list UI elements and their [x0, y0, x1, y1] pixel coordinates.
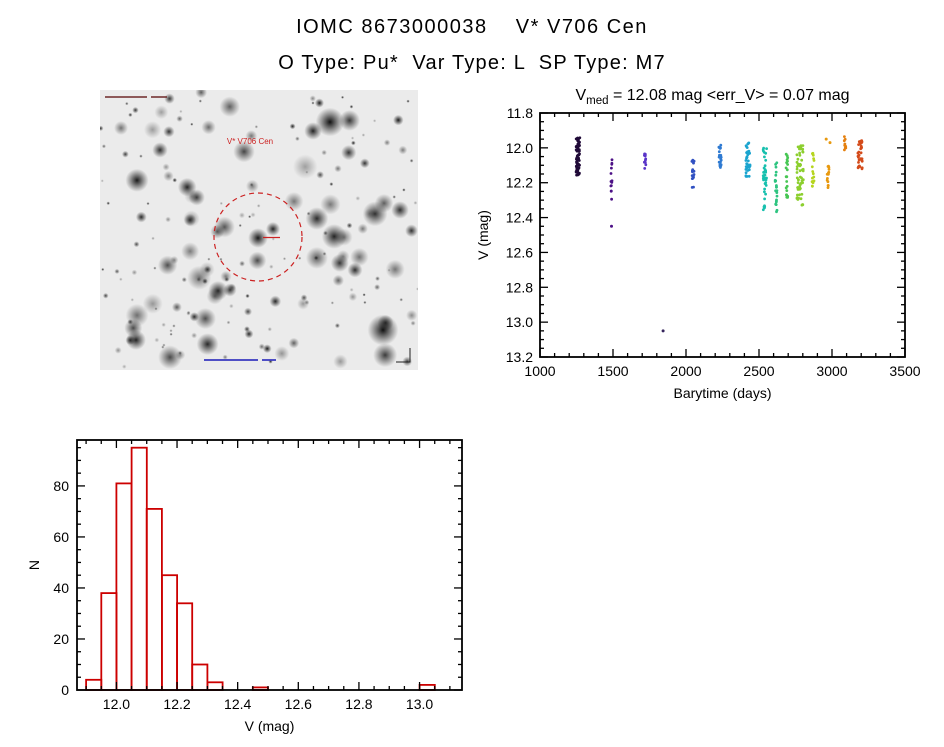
svg-text:11.8: 11.8: [507, 105, 533, 121]
svg-text:12.6: 12.6: [285, 696, 312, 712]
svg-text:2500: 2500: [743, 363, 774, 379]
histogram-bar: [130, 446, 148, 691]
svg-text:40: 40: [53, 580, 69, 596]
finder-chart-image: [100, 90, 418, 370]
histogram-bar: [145, 508, 163, 691]
svg-text:12.8: 12.8: [506, 279, 533, 295]
lightcurve-xlabel: Barytime (days): [673, 385, 771, 401]
page-title: IOMC 8673000038 V* V706 Cen: [296, 16, 648, 38]
svg-text:12.8: 12.8: [345, 696, 372, 712]
histogram-bar: [100, 592, 118, 691]
svg-text:12.2: 12.2: [163, 696, 190, 712]
histogram-bar: [160, 574, 178, 691]
histogram-plot: 12.0 12.2 12.4 12.6 12.8 13.0 0 20 40 60 80 V (mag)…: [26, 439, 463, 734]
svg-text:2000: 2000: [670, 363, 701, 379]
svg-text:3500: 3500: [889, 363, 920, 379]
svg-text:12.4: 12.4: [224, 696, 251, 712]
histogram-ticks: [77, 440, 462, 691]
svg-text:13.0: 13.0: [406, 696, 433, 712]
svg-text:12.6: 12.6: [506, 244, 533, 260]
svg-text:20: 20: [53, 631, 69, 647]
svg-text:13.0: 13.0: [506, 314, 533, 330]
page-subtitle: O Type: Pu* Var Type: L SP Type: M7: [278, 52, 666, 74]
histogram-bar: [191, 663, 209, 691]
svg-text:12.0: 12.0: [506, 140, 533, 156]
lightcurve-ticks: [539, 112, 906, 358]
histogram-xlabel: V (mag): [245, 718, 295, 734]
svg-text:0: 0: [61, 682, 69, 698]
lightcurve-ylabel: V (mag): [475, 210, 491, 260]
histogram-ylabel: N: [26, 560, 42, 570]
lightcurve-data-points: [574, 135, 864, 333]
svg-text:1000: 1000: [524, 363, 555, 379]
svg-text:12.0: 12.0: [103, 696, 130, 712]
histogram-frame: [76, 439, 463, 691]
svg-text:1500: 1500: [597, 363, 628, 379]
svg-text:80: 80: [53, 478, 69, 494]
lightcurve-title: Vmed = 12.08 mag <err_V> = 0.07 mag: [575, 87, 849, 107]
histogram-bar: [206, 681, 224, 691]
svg-text:60: 60: [53, 529, 69, 545]
lightcurve-frame: [539, 112, 906, 358]
svg-text:12.2: 12.2: [506, 175, 533, 191]
histogram-bar: [115, 482, 133, 691]
histogram-bar: [85, 678, 103, 691]
histogram-bar: [176, 602, 194, 691]
svg-text:12.4: 12.4: [506, 210, 533, 226]
svg-text:3000: 3000: [816, 363, 847, 379]
histogram-bars: [85, 446, 436, 691]
svg-text:13.2: 13.2: [506, 349, 533, 365]
